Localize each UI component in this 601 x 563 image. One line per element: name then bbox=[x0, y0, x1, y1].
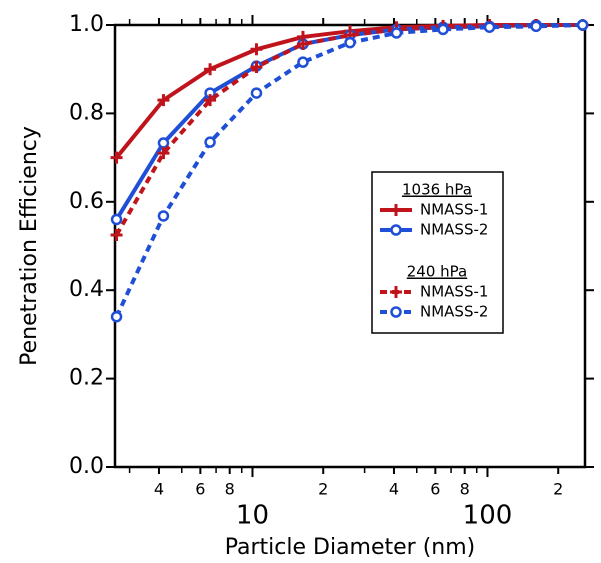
marker-plus bbox=[204, 94, 217, 107]
legend-box bbox=[371, 171, 504, 334]
x-axis-label: Particle Diameter (nm) bbox=[225, 535, 476, 560]
legend-label: NMASS-2 bbox=[420, 221, 488, 239]
marker-plus bbox=[157, 147, 170, 160]
marker-circle bbox=[157, 210, 170, 222]
legend-label: NMASS-2 bbox=[420, 303, 488, 321]
x-tick-label: 4 bbox=[389, 480, 399, 499]
x-tick-label: 10 bbox=[236, 501, 269, 531]
marker-circle bbox=[110, 213, 123, 226]
y-axis-label: Penetration Efficiency bbox=[17, 126, 42, 366]
x-tick-label: 6 bbox=[430, 480, 440, 499]
marker-circle bbox=[344, 36, 356, 49]
legend-group-title: 240 hPa bbox=[407, 263, 467, 281]
x-tick-label: 2 bbox=[553, 480, 563, 499]
marker-circle bbox=[157, 137, 170, 149]
legend-group-title: 1036 hPa bbox=[402, 181, 472, 199]
marker-plus bbox=[157, 94, 170, 107]
series-line bbox=[114, 23, 583, 221]
marker-plus bbox=[390, 204, 402, 216]
x-tick-label: 8 bbox=[460, 480, 470, 499]
marker-plus bbox=[250, 60, 263, 73]
y-tick-label: 0.0 bbox=[69, 454, 104, 479]
marker-circle bbox=[483, 21, 496, 33]
x-tick-label: 4 bbox=[154, 480, 164, 499]
marker-plus bbox=[110, 228, 123, 241]
marker-plus bbox=[110, 151, 123, 164]
y-tick-label: 0.4 bbox=[69, 277, 104, 302]
x-tick-label: 2 bbox=[318, 480, 328, 499]
series-line bbox=[114, 23, 583, 236]
x-tick-label: 100 bbox=[463, 501, 513, 531]
marker-plus bbox=[250, 43, 263, 56]
marker-circle bbox=[576, 19, 589, 31]
plot-frame bbox=[113, 23, 587, 469]
y-tick-label: 0.8 bbox=[69, 100, 104, 125]
y-tick-label: 0.6 bbox=[69, 189, 104, 214]
series-line bbox=[114, 23, 583, 318]
marker-circle bbox=[110, 310, 123, 323]
marker-circle bbox=[390, 306, 402, 318]
marker-plus bbox=[296, 38, 309, 51]
y-tick-label: 1.0 bbox=[69, 12, 104, 37]
marker-plus bbox=[204, 63, 217, 76]
marker-circle bbox=[437, 23, 449, 36]
marker-circle bbox=[530, 20, 542, 33]
marker-circle bbox=[250, 87, 263, 99]
x-tick-label: 8 bbox=[225, 480, 235, 499]
legend-label: NMASS-1 bbox=[420, 201, 488, 219]
marker-plus bbox=[390, 286, 402, 298]
legend-label: NMASS-1 bbox=[420, 283, 488, 301]
marker-circle bbox=[204, 136, 216, 148]
x-tick-label: 6 bbox=[195, 480, 205, 499]
marker-circle bbox=[297, 56, 309, 68]
marker-circle bbox=[390, 27, 403, 39]
marker-circle bbox=[390, 224, 402, 236]
y-tick-label: 0.2 bbox=[69, 366, 104, 391]
